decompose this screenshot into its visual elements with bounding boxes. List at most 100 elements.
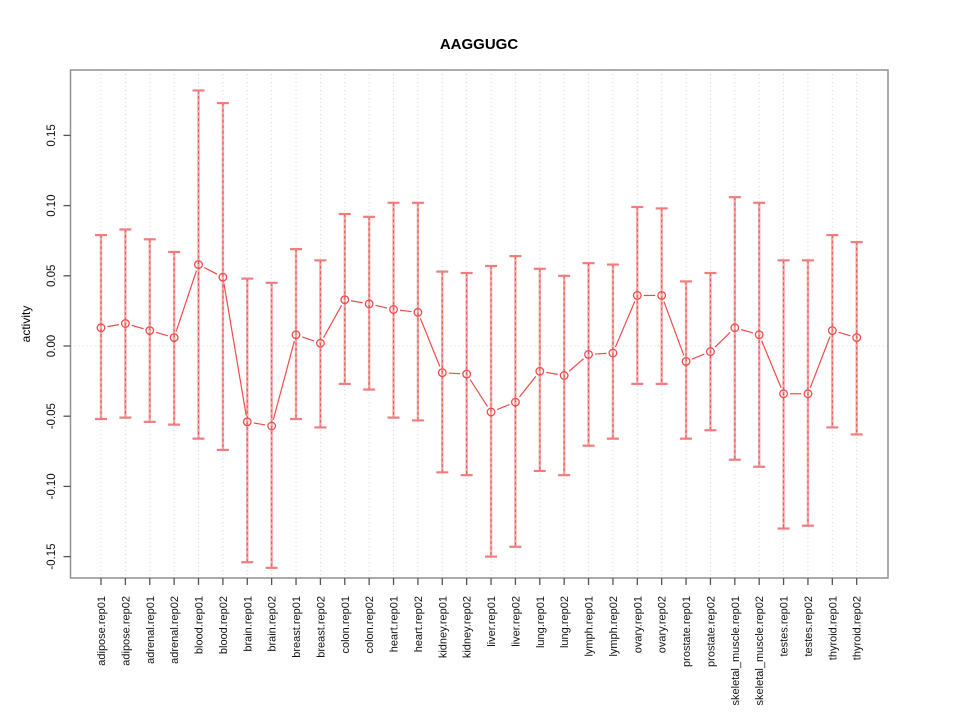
x-tick-label: kidney.rep01 [437,596,449,658]
data-point [340,295,350,305]
connect-segment [223,283,247,416]
x-tick-label: lung.rep02 [559,596,571,648]
data-point [705,347,715,357]
x-tick-label: lymph.rep01 [584,596,596,657]
data-point [584,349,593,359]
connect-segment [419,318,441,367]
connect-segment [448,372,461,375]
data-point [169,333,179,343]
data-point [510,397,520,407]
x-tick-label: thyroid.rep01 [827,596,839,660]
connect-segment [809,336,831,388]
x-tick-label: heart.rep01 [389,596,401,652]
connect-segment [714,331,731,348]
data-point [315,338,325,348]
x-tick-label: heart.rep02 [413,596,425,652]
y-tick-label: 0.15 [46,124,58,146]
connect-segment [323,305,343,338]
connect-segment [614,301,636,348]
y-tick-label: 0.10 [46,194,58,216]
x-tick-label: skeletal_muscle.rep02 [754,596,766,705]
axis-layer: -0.15 -0.10 -0.05 0.00 0.05 0.10 0.15 adipose.r… [46,69,889,705]
connect-segment [568,358,585,372]
x-tick-label: testes.rep01 [779,596,791,657]
data-point [632,291,642,300]
connect-segment [253,422,266,426]
connect-segment [546,371,558,375]
connect-segment [838,331,851,337]
data-point [754,330,764,340]
connect-segment [663,301,685,356]
data-point [462,369,472,379]
y-tick-label: 0.05 [46,265,58,287]
data-point [437,368,447,378]
connect-segment [761,340,782,388]
connect-segment [595,352,607,355]
x-tick-label: adipose.rep01 [96,596,108,666]
connect-segment [175,270,198,332]
y-tick-label: -0.05 [46,403,58,429]
data-point [657,291,667,300]
connect-segment [272,340,295,420]
x-tick-label: ovary.rep01 [632,596,644,653]
x-tick-label: skeletal_muscle.rep01 [730,596,742,705]
x-tick-label: testes.rep02 [803,596,815,657]
x-tick-label: colon.rep02 [364,596,376,654]
data-point-layer [96,260,862,431]
connect-segment [518,376,537,398]
x-tick-label: blood.rep02 [218,596,230,654]
y-tick-label: -0.15 [46,543,58,569]
x-tick-label: ovary.rep02 [657,596,669,653]
x-tick-label: liver.rep01 [486,596,498,647]
x-tick-label: kidney.rep02 [462,596,474,658]
x-tick-label: adrenal.rep02 [169,596,181,664]
data-point [96,323,106,333]
connect-segment [351,300,363,304]
x-tick-label: adipose.rep02 [120,596,132,666]
x-tick-label: adrenal.rep01 [145,596,157,664]
x-tick-label: lung.rep01 [535,596,547,648]
connect-segment [375,304,388,309]
x-tick-label: brain.rep02 [267,596,279,652]
x-tick-label: prostate.rep02 [705,596,717,667]
data-point [730,323,740,333]
data-point [803,389,813,399]
data-point [242,417,252,427]
connect-segment [107,324,120,328]
data-point [413,307,423,317]
x-tick-label: breast.rep02 [315,596,327,658]
data-point [535,366,545,376]
x-tick-label: colon.rep01 [340,596,352,654]
data-point [291,330,301,340]
data-point [827,326,837,336]
connect-segment [204,267,218,275]
connect-segment [155,331,169,337]
connect-segment [496,404,510,411]
x-tick-label: thyroid.rep02 [852,596,864,660]
plot-border [69,69,889,579]
data-point [389,305,398,314]
chart-title: AAGGUGC [440,36,519,53]
x-tick-label: prostate.rep01 [681,596,693,667]
connect-segment [691,353,705,360]
data-point [852,333,862,343]
data-point [681,356,691,366]
data-point [145,326,155,336]
y-axis-label: activity [19,306,33,343]
data-point [120,319,130,328]
data-point [779,389,789,399]
x-tick-label: liver.rep02 [510,596,522,647]
y-tick-label: 0.00 [46,335,58,357]
data-point [267,421,277,431]
connect-segment [301,336,315,342]
connect-segment [399,309,412,313]
data-point [608,348,618,358]
connect-segment [131,324,144,330]
data-point [364,299,374,309]
y-tick-label: -0.10 [46,473,58,499]
data-point [218,272,228,282]
x-tick-label: blood.rep01 [194,596,206,654]
connect-segment [469,379,489,407]
connect-line-layer [107,267,851,426]
